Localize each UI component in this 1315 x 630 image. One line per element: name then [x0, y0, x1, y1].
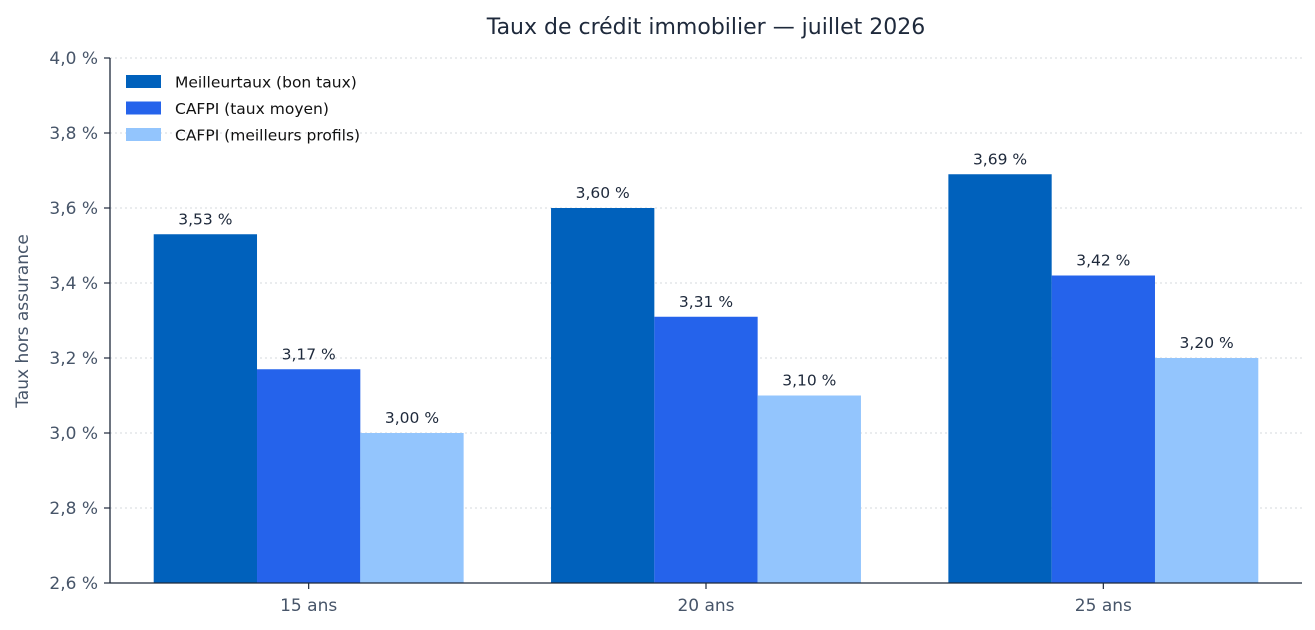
y-tick-label: 3,6 % — [49, 199, 98, 219]
y-tick-label: 3,0 % — [49, 424, 98, 444]
x-tick-label: 25 ans — [1075, 596, 1132, 616]
legend-label: CAFPI (meilleurs profils) — [175, 127, 360, 145]
x-tick-label: 20 ans — [677, 596, 734, 616]
data-label: 3,60 % — [576, 184, 630, 202]
y-tick-label: 3,8 % — [49, 124, 98, 144]
data-label: 3,10 % — [782, 372, 836, 390]
data-label: 3,31 % — [679, 293, 733, 311]
y-tick-label: 3,2 % — [49, 349, 98, 369]
legend-label: Meilleurtaux (bon taux) — [175, 74, 357, 92]
legend-swatch — [126, 75, 161, 88]
y-tick-label: 2,6 % — [49, 574, 98, 594]
data-label: 3,69 % — [973, 150, 1027, 168]
data-label: 3,42 % — [1076, 252, 1130, 270]
bar — [257, 369, 361, 583]
legend-swatch — [126, 101, 161, 115]
data-labels: 3,53 % 3,17 % 3,00 % 3,60 % 3,31 % 3,10 % 3,69… — [178, 150, 1233, 427]
legend-swatch — [126, 128, 161, 141]
x-tick-label: 15 ans — [280, 596, 337, 616]
x-ticks: 15 ans 20 ans 25 ans — [280, 583, 1132, 616]
bar — [1051, 275, 1155, 583]
data-label: 3,00 % — [385, 409, 439, 427]
bar — [948, 174, 1052, 583]
legend: Meilleurtaux (bon taux) CAFPI (taux moyen… — [126, 74, 360, 145]
data-label: 3,53 % — [178, 210, 232, 228]
bar — [153, 234, 258, 583]
y-ticks: 2,6 % 2,8 % 3,0 % 3,2 % 3,4 % 3,6 % 3,8 % 4,0 % — [49, 49, 110, 594]
chart-title: Taux de crédit immobilier — juillet 2026 — [486, 15, 925, 40]
bars — [153, 174, 1259, 583]
bar — [360, 433, 464, 583]
y-axis-label: Taux hors assurance — [13, 234, 33, 409]
bar — [654, 316, 758, 583]
bar — [757, 395, 861, 583]
y-tick-label: 2,8 % — [49, 499, 98, 519]
bar — [1154, 358, 1259, 583]
legend-label: CAFPI (taux moyen) — [175, 100, 329, 118]
y-tick-label: 4,0 % — [49, 49, 98, 69]
bar — [551, 208, 655, 583]
y-tick-label: 3,4 % — [49, 274, 98, 294]
data-label: 3,20 % — [1180, 334, 1234, 352]
data-label: 3,17 % — [282, 345, 336, 363]
